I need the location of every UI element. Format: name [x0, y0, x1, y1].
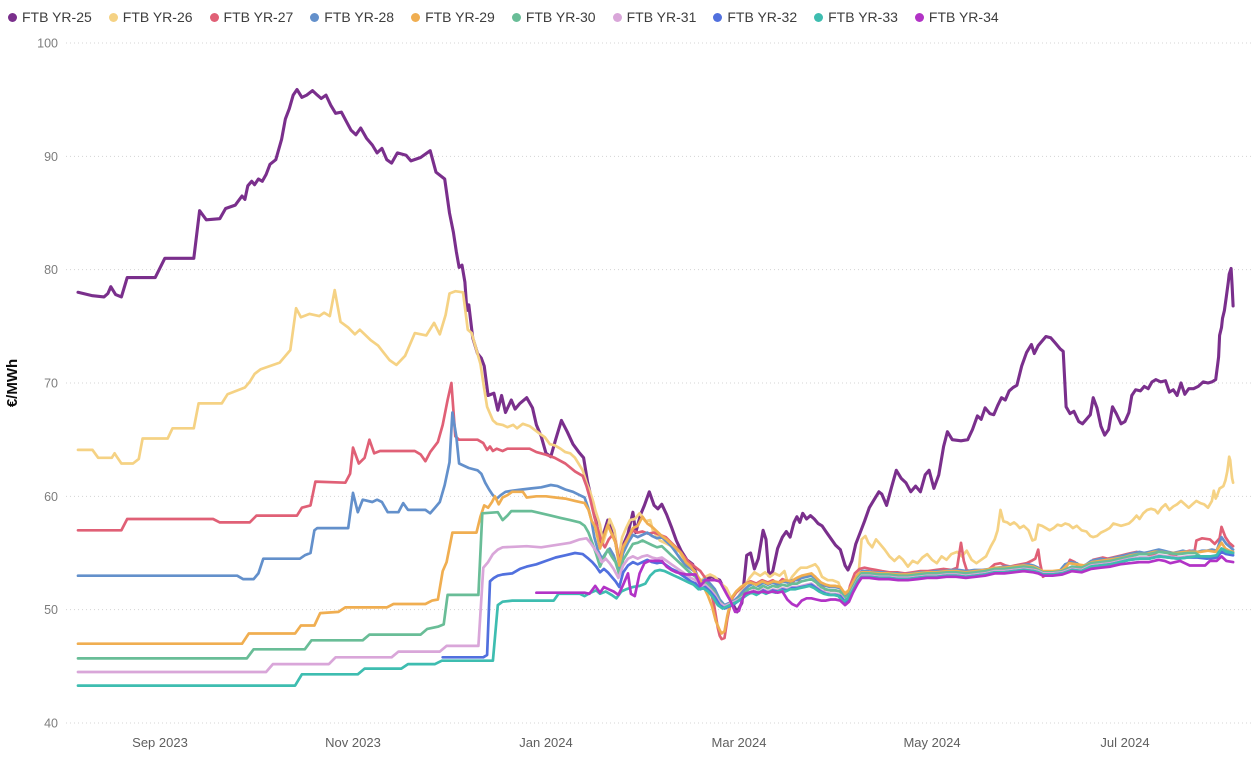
series-line-ftb-yr-26 [76, 288, 1235, 605]
legend-item-label: FTB YR-25 [22, 9, 92, 25]
legend-dot-icon [713, 12, 723, 22]
y-tick-label-60: 60 [44, 490, 58, 504]
legend-dot-icon [814, 12, 824, 22]
series-line-ftb-yr-29 [76, 490, 1235, 646]
legend-dot-icon [209, 12, 219, 22]
legend-item-ftb-yr-29[interactable]: FTB YR-29 [411, 9, 495, 25]
legend-item-label: FTB YR-30 [525, 9, 596, 25]
series-line-ftb-yr-25 [76, 87, 1235, 614]
legend-dot-icon [310, 12, 320, 22]
legend-item-label: FTB YR-33 [828, 9, 898, 25]
legend-item-label: FTB YR-27 [223, 9, 294, 25]
series-line-ftb-yr-34 [535, 555, 1235, 614]
legend-dot-icon [411, 12, 421, 22]
series-lines [76, 87, 1235, 687]
legend-dot-icon [108, 12, 118, 22]
x-tick-label-may-2024: May 2024 [903, 735, 960, 750]
series-line-ftb-yr-27 [76, 381, 1235, 641]
legend-dot-icon [511, 12, 521, 22]
legend-dot-icon [914, 12, 924, 22]
legend-item-ftb-yr-30[interactable]: FTB YR-30 [511, 9, 596, 25]
y-tick-label-90: 90 [44, 150, 58, 164]
x-tick-label-sep-2023: Sep 2023 [132, 735, 188, 750]
legend-item-label: FTB YR-32 [727, 9, 798, 25]
y-axis-title: €/MWh [4, 359, 21, 407]
legend-item-ftb-yr-25[interactable]: FTB YR-25 [8, 9, 92, 25]
legend-item-ftb-yr-33[interactable]: FTB YR-33 [814, 9, 898, 25]
legend-item-label: FTB YR-28 [324, 9, 395, 25]
gridlines [66, 42, 1252, 724]
x-tick-label-jan-2024: Jan 2024 [519, 735, 573, 750]
y-tick-label-40: 40 [44, 717, 58, 731]
x-tick-label-nov-2023: Nov 2023 [325, 735, 381, 750]
legend-item-label: FTB YR-26 [122, 9, 193, 25]
legend-item-ftb-yr-27[interactable]: FTB YR-27 [209, 9, 294, 25]
legend-item-ftb-yr-26[interactable]: FTB YR-26 [108, 9, 193, 25]
x-tick-label-mar-2024: Mar 2024 [712, 735, 767, 750]
legend-dot-icon [612, 12, 622, 22]
y-tick-label-50: 50 [44, 603, 58, 617]
legend-dot-icon [8, 12, 17, 22]
y-tick-label-80: 80 [44, 263, 58, 277]
legend-item-ftb-yr-32[interactable]: FTB YR-32 [713, 9, 797, 25]
legend-item-label: FTB YR-29 [425, 9, 495, 25]
legend-item-ftb-yr-34[interactable]: FTB YR-34 [914, 9, 999, 25]
series-line-ftb-yr-28 [76, 411, 1235, 607]
series-line-ftb-yr-32 [441, 550, 1235, 659]
legend-item-ftb-yr-28[interactable]: FTB YR-28 [310, 9, 394, 25]
y-tick-label-70: 70 [44, 377, 58, 391]
y-tick-label-100: 100 [37, 37, 58, 51]
x-axis-tick-labels: Sep 2023 Nov 2023 Jan 2024 Mar 2024 May 2024… [132, 735, 1149, 750]
y-axis-tick-labels: 40 50 60 70 80 90 100 [37, 37, 58, 731]
x-tick-label-jul-2024: Jul 2024 [1100, 735, 1149, 750]
legend-item-label: FTB YR-31 [626, 9, 697, 25]
chart-legend: FTB YR-25 FTB YR-26 FTB YR-27 FTB YR-28 FTB … [0, 0, 999, 25]
legend-item-ftb-yr-31[interactable]: FTB YR-31 [612, 9, 697, 25]
legend-item-label: FTB YR-34 [928, 9, 999, 25]
